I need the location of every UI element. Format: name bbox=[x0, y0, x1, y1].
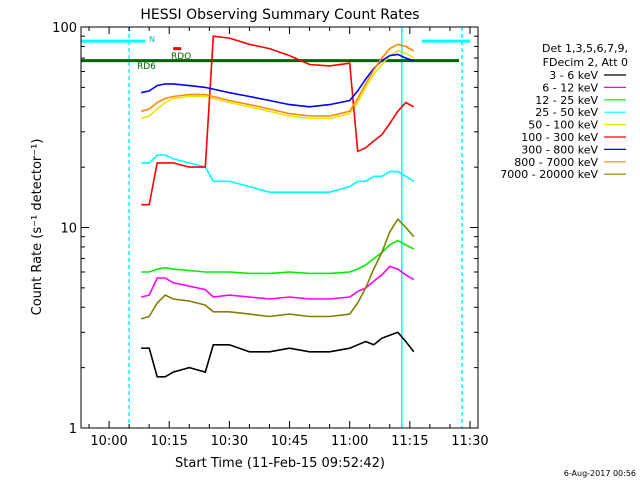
x-tick-label: 10:00 bbox=[90, 434, 127, 449]
x-tick-label: 11:30 bbox=[451, 434, 488, 449]
series-lines bbox=[140, 35, 415, 378]
x-tick-label: 10:15 bbox=[150, 434, 187, 449]
flag-n-label: N bbox=[149, 35, 155, 44]
legend-label-8: 7000 - 20000 keV bbox=[500, 168, 598, 181]
plot-frame: 10:00 10:15 10:30 10:45 11:00 11:15 11:30 1 10 10… bbox=[52, 21, 489, 449]
series-line-1 bbox=[141, 265, 415, 300]
legend-header-line-2: FDecim 2, Att 0 bbox=[543, 56, 628, 69]
legend-label-5: 100 - 300 keV bbox=[521, 131, 598, 144]
series-line-8 bbox=[140, 217, 415, 320]
x-tick-label: 10:30 bbox=[211, 434, 248, 449]
footer-date: 6-Aug-2017 00:56 bbox=[564, 469, 636, 478]
series-line-0 bbox=[141, 331, 415, 378]
legend-label-6: 300 - 800 keV bbox=[521, 143, 598, 156]
plot-area bbox=[81, 27, 470, 428]
legend-label-1: 6 - 12 keV bbox=[542, 81, 598, 94]
series-line-5 bbox=[141, 35, 415, 206]
legend-label-7: 800 - 7000 keV bbox=[514, 156, 598, 169]
series-line-4 bbox=[140, 50, 415, 120]
x-tick-label: 10:45 bbox=[271, 434, 308, 449]
legend-label-4: 50 - 100 keV bbox=[528, 119, 598, 132]
series-line-2 bbox=[141, 239, 415, 275]
flag-rd6-label: RD6 bbox=[137, 62, 156, 72]
legend-label-0: 3 - 6 keV bbox=[549, 69, 598, 82]
x-tick-label: 11:00 bbox=[331, 434, 368, 449]
series-line-3 bbox=[141, 154, 415, 193]
legend-header-line-1: Det 1,3,5,6,7,9, bbox=[542, 42, 628, 55]
x-axis-label: Start Time (11-Feb-15 09:52:42) bbox=[175, 456, 385, 471]
y-axis-label: Count Rate (s⁻¹ detector⁻¹) bbox=[30, 139, 45, 316]
legend-label-3: 25 - 50 keV bbox=[535, 106, 598, 119]
x-tick-label: 11:15 bbox=[391, 434, 428, 449]
legend-label-2: 12 - 25 keV bbox=[535, 94, 598, 107]
series-line-6 bbox=[141, 53, 415, 108]
plot-border bbox=[80, 26, 479, 429]
y-tick-label: 100 bbox=[52, 21, 77, 36]
flag-rdo-label: RDO bbox=[171, 52, 191, 62]
y-tick-label: 1 bbox=[69, 422, 77, 437]
series-line-7 bbox=[140, 43, 415, 117]
chart-title: HESSI Observing Summary Count Rates bbox=[140, 7, 419, 23]
y-tick-label: 10 bbox=[60, 222, 77, 237]
